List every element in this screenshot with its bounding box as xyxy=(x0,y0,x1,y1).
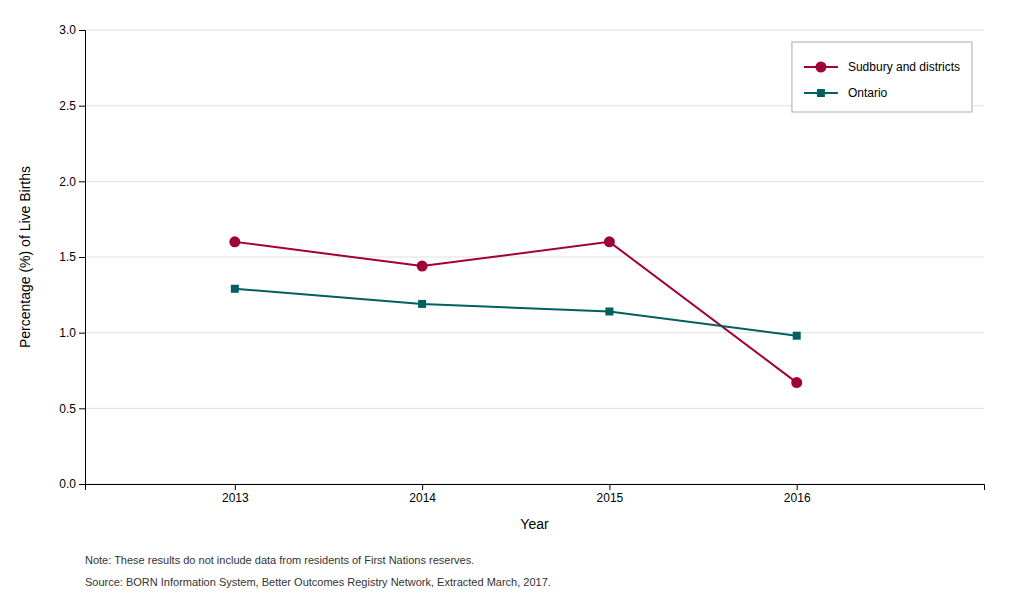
y-tick-mark xyxy=(79,181,85,182)
x-axis: 2013 2014 2015 2016 xyxy=(86,484,985,505)
y-tick: 1.0 xyxy=(59,326,85,340)
legend-swatch-marker xyxy=(815,62,826,73)
marks xyxy=(229,236,802,388)
legend-label: Ontario xyxy=(848,86,888,100)
y-tick: 0.0 xyxy=(59,477,85,491)
x-axis-line xyxy=(86,485,985,491)
grid-line xyxy=(85,332,984,333)
y-tick: 2.0 xyxy=(59,175,85,189)
legend-label: Sudbury and districts xyxy=(848,60,960,74)
grid-line xyxy=(85,408,984,409)
note: Source: BORN Information System, Better … xyxy=(85,576,551,588)
series-marker xyxy=(604,236,615,247)
y-tick-mark xyxy=(79,484,85,485)
legend-frame xyxy=(792,42,972,112)
x-tick: 2015 xyxy=(597,484,624,505)
x-axis-title: Year xyxy=(520,516,549,532)
x-tick-mark xyxy=(422,484,423,490)
y-tick: 2.5 xyxy=(59,99,85,113)
y-tick-label: 0.5 xyxy=(59,402,76,416)
y-tick: 0.5 xyxy=(59,402,85,416)
y-tick-label: 2.5 xyxy=(59,99,76,113)
series-marker xyxy=(793,332,801,340)
chart-svg: 2013 2014 2015 2016 0.0 0.5 1.0 1.5 2.0 2.5 3.0 Yea… xyxy=(0,0,1024,614)
x-tick-mark xyxy=(797,484,798,490)
x-tick-label: 2014 xyxy=(409,491,436,505)
y-tick: 3.0 xyxy=(59,23,85,37)
x-tick-label: 2013 xyxy=(222,491,249,505)
y-tick-label: 3.0 xyxy=(59,23,76,37)
series-marker xyxy=(229,236,240,247)
series-marker xyxy=(418,300,426,308)
y-tick-mark xyxy=(79,257,85,258)
y-tick-mark xyxy=(79,333,85,334)
y-axis-line xyxy=(79,31,86,485)
x-tick: 2016 xyxy=(784,484,811,505)
legend-item: Ontario xyxy=(804,86,888,100)
x-tick-mark xyxy=(235,484,236,490)
legend-swatch-marker xyxy=(817,89,825,97)
x-tick-label: 2016 xyxy=(784,491,811,505)
grid-line xyxy=(85,30,984,31)
plot-root: 2013 2014 2015 2016 0.0 0.5 1.0 1.5 2.0 2.5 3.0 Yea… xyxy=(17,23,985,532)
x-tick: 2013 xyxy=(222,484,249,505)
series-line xyxy=(235,242,797,383)
y-tick-mark xyxy=(79,30,85,31)
series-marker xyxy=(791,377,802,388)
x-tick-label: 2015 xyxy=(597,491,624,505)
y-tick: 1.5 xyxy=(59,250,85,264)
series-marker xyxy=(231,285,239,293)
legend: Sudbury and districts Ontario xyxy=(792,42,972,112)
grid-line xyxy=(85,257,984,258)
series-marker xyxy=(605,307,613,315)
y-tick-label: 1.0 xyxy=(59,326,76,340)
x-tick-mark xyxy=(609,484,610,490)
series-line xyxy=(235,289,797,336)
y-tick-label: 2.0 xyxy=(59,175,76,189)
series-marker xyxy=(417,261,428,272)
grid-line xyxy=(85,181,984,182)
y-tick-label: 0.0 xyxy=(59,477,76,491)
y-tick-label: 1.5 xyxy=(59,250,76,264)
grid xyxy=(85,30,984,484)
chart-container: 2013 2014 2015 2016 0.0 0.5 1.0 1.5 2.0 2.5 3.0 Yea… xyxy=(0,0,1024,614)
legend-item: Sudbury and districts xyxy=(804,60,960,74)
y-axis-title: Percentage (%) of Live Births xyxy=(17,166,33,348)
y-tick-mark xyxy=(79,408,85,409)
x-tick: 2014 xyxy=(409,484,436,505)
y-axis: 0.0 0.5 1.0 1.5 2.0 2.5 3.0 xyxy=(59,23,85,491)
y-tick-mark xyxy=(79,106,85,107)
note: Note: These results do not include data … xyxy=(85,554,474,566)
